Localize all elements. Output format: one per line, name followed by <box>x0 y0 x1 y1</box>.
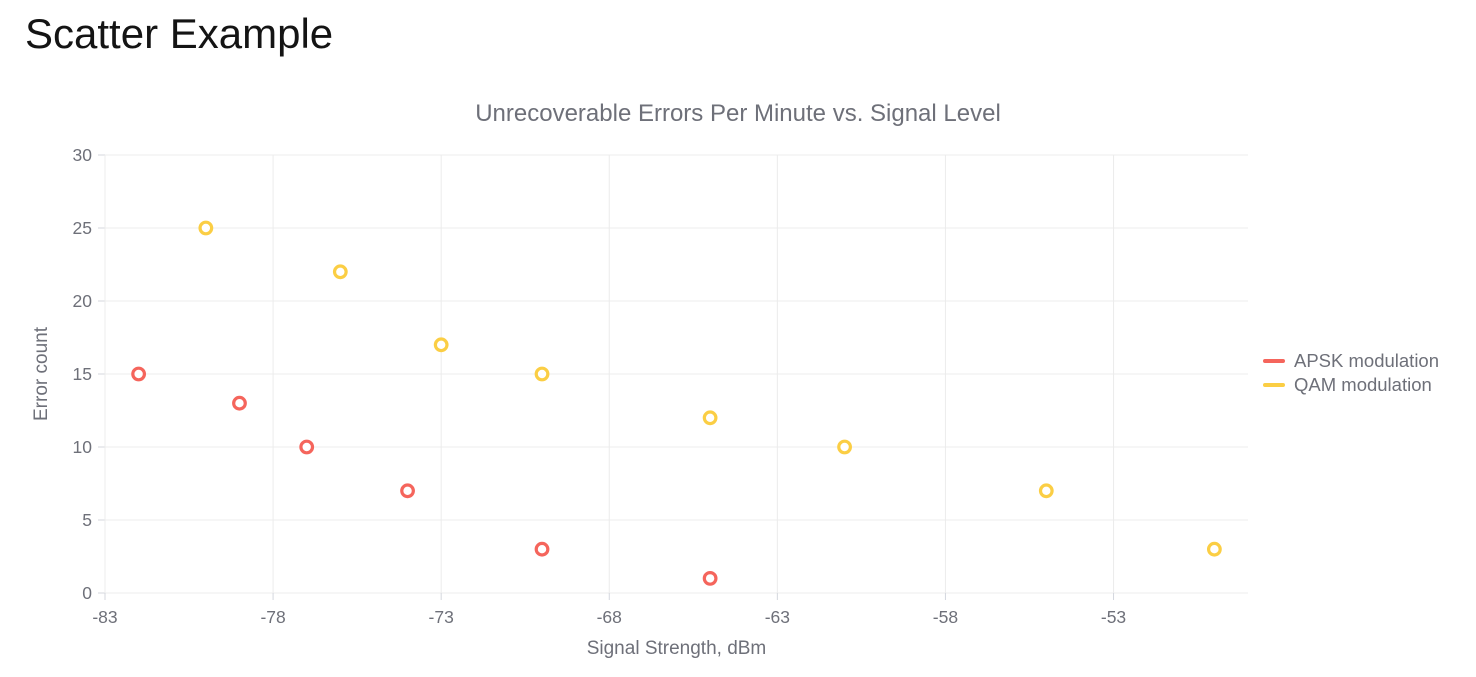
data-point-qam[interactable] <box>837 439 852 455</box>
data-point-qam[interactable] <box>332 264 348 280</box>
data-point-qam[interactable] <box>1206 541 1222 557</box>
y-tick-label: 10 <box>73 437 93 457</box>
apsk-legend-swatch-icon <box>1263 359 1285 363</box>
data-point-qam[interactable] <box>198 220 214 236</box>
legend: APSK modulation QAM modulation <box>1263 349 1439 397</box>
y-axis-label: Error count <box>31 327 52 421</box>
y-tick-label: 0 <box>82 583 92 603</box>
data-point-qam[interactable] <box>702 410 718 426</box>
legend-label-qam: QAM modulation <box>1294 374 1432 395</box>
y-tick-label: 25 <box>73 218 92 238</box>
page-title: Scatter Example <box>25 10 334 57</box>
data-point-qam[interactable] <box>1038 483 1054 499</box>
data-point-qam[interactable] <box>534 366 550 382</box>
legend-label-apsk: APSK modulation <box>1294 350 1440 371</box>
y-tick-label: 15 <box>73 364 92 384</box>
x-axis-label: Signal Strength, dBm <box>586 638 767 659</box>
x-tick-label: -68 <box>597 607 622 627</box>
x-tick-label: -83 <box>92 607 117 627</box>
qam-legend-swatch-icon <box>1263 383 1285 387</box>
x-tick-label: -78 <box>260 607 285 627</box>
data-point-qam[interactable] <box>433 337 449 353</box>
legend-item-apsk[interactable]: APSK modulation <box>1263 349 1439 373</box>
chart-title: Unrecoverable Errors Per Minute vs. Sign… <box>475 100 1001 127</box>
data-point-apsk[interactable] <box>131 366 147 382</box>
x-tick-label: -73 <box>429 607 454 627</box>
data-point-apsk[interactable] <box>400 483 415 499</box>
data-point-apsk[interactable] <box>299 439 315 455</box>
y-tick-label: 5 <box>82 510 92 530</box>
data-point-apsk[interactable] <box>232 395 247 411</box>
data-point-apsk[interactable] <box>534 541 550 557</box>
x-tick-label: -63 <box>765 607 790 627</box>
x-tick-label: -58 <box>933 607 958 627</box>
y-tick-label: 20 <box>73 291 93 311</box>
x-tick-label: -53 <box>1101 607 1126 627</box>
data-point-apsk[interactable] <box>702 571 718 586</box>
legend-item-qam[interactable]: QAM modulation <box>1263 373 1439 397</box>
y-tick-label: 30 <box>73 145 93 165</box>
